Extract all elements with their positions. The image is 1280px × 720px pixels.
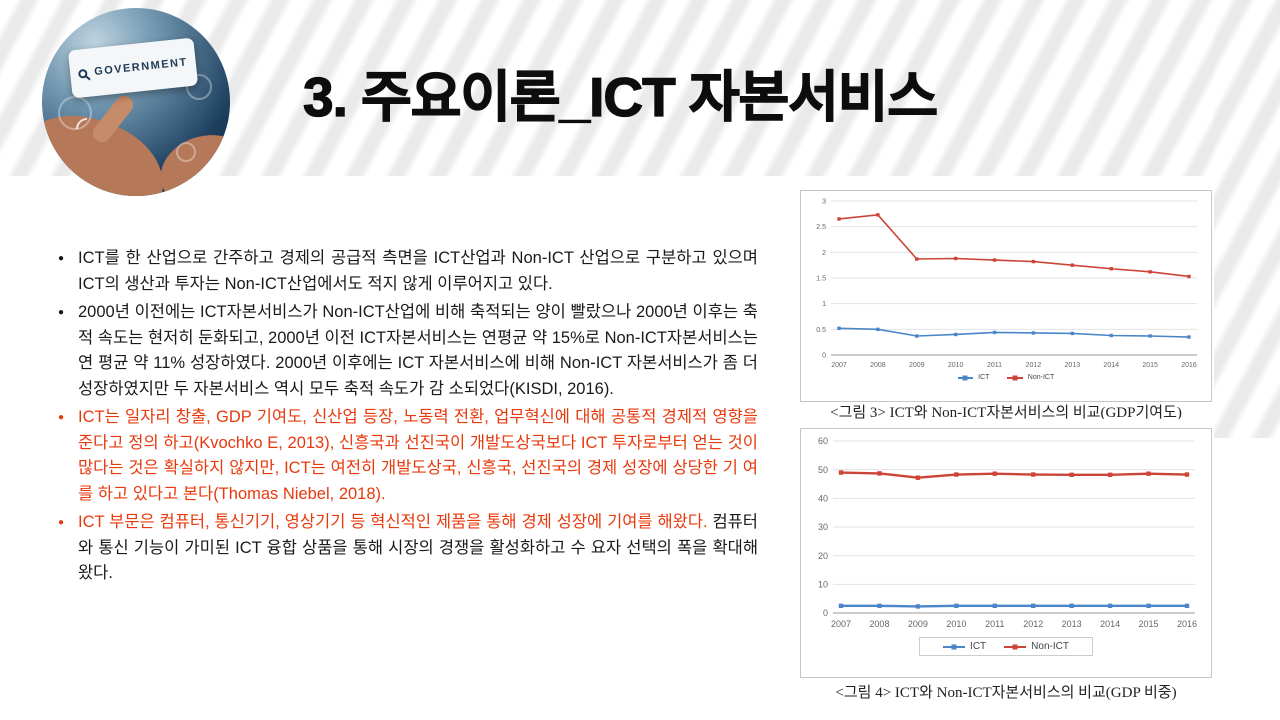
bullet-item: ● ICT를 한 산업으로 간주하고 경제의 공급적 측면을 ICT산업과 Non… xyxy=(58,246,758,297)
chart-canvas: 0 10 20 30 40 50 60 2007 2008 2009 2010 2011 2012 201… xyxy=(818,436,1197,629)
svg-text:2016: 2016 xyxy=(1177,619,1197,629)
circle-decoration xyxy=(186,74,212,100)
bullet-text: ICT를 한 산업으로 간주하고 경제의 공급적 측면을 ICT산업과 Non-… xyxy=(78,246,758,297)
bullet-marker: ● xyxy=(58,517,65,528)
svg-text:2009: 2009 xyxy=(908,619,928,629)
svg-text:2011: 2011 xyxy=(985,619,1004,629)
svg-text:3: 3 xyxy=(822,198,826,205)
svg-text:2007: 2007 xyxy=(831,362,847,369)
bullet-text-segment: ICT는 일자리 창출, GDP 기여도, 신산업 등장, 노동력 전환, 업무… xyxy=(78,408,758,503)
legend-item-ict: ICT xyxy=(943,641,986,652)
legend-item-ict: ICT xyxy=(957,374,989,381)
svg-text:2015: 2015 xyxy=(1139,619,1159,629)
bullet-text: 2000년 이전에는 ICT자본서비스가 Non-ICT산업에 비해 축적되는 … xyxy=(78,300,758,402)
svg-text:1: 1 xyxy=(822,301,826,308)
chart-caption-2: <그림 4> ICT와 Non-ICT자본서비스의 비교(GDP 비중) xyxy=(835,685,1177,701)
svg-text:2011: 2011 xyxy=(987,362,1002,369)
svg-text:60: 60 xyxy=(818,436,828,446)
page-title: 3. 주요이론_ICT 자본서비스 xyxy=(302,65,938,128)
svg-text:2009: 2009 xyxy=(909,362,925,369)
chart-caption-1: <그림 3> ICT와 Non-ICT자본서비스의 비교(GDP기여도) xyxy=(830,405,1182,419)
circle-decoration xyxy=(176,142,196,162)
svg-text:2014: 2014 xyxy=(1103,362,1119,369)
svg-text:2010: 2010 xyxy=(948,362,964,369)
bullet-item: ● ICT는 일자리 창출, GDP 기여도, 신산업 등장, 노동력 전환, 업… xyxy=(58,405,758,507)
chart-figure-2: 0 10 20 30 40 50 60 2007 2008 2009 2010 2011 2012 201… xyxy=(800,428,1212,678)
svg-text:50: 50 xyxy=(818,465,828,475)
svg-text:2012: 2012 xyxy=(1023,619,1043,629)
svg-text:2007: 2007 xyxy=(831,619,851,629)
legend-item-non-ict: Non-ICT xyxy=(1007,374,1054,381)
chart-canvas: 0 0.5 1 1.5 2 2.5 3 2007 2008 2009 2010 2011 2012 201… xyxy=(816,198,1197,369)
svg-text:0.5: 0.5 xyxy=(816,327,826,334)
bullet-marker: ● xyxy=(58,253,65,264)
bullet-text: ICT 부문은 컴퓨터, 통신기기, 영상기기 등 혁신적인 제품을 통해 경제… xyxy=(78,510,758,587)
bullet-marker: ● xyxy=(58,412,65,423)
bullet-text-segment: 컴퓨터 와 통신 기능이 가미된 ICT 융합 상품을 통해 시장의 경쟁을 활… xyxy=(78,513,758,582)
svg-text:30: 30 xyxy=(818,522,828,532)
magnifier-icon xyxy=(77,68,88,79)
svg-text:2016: 2016 xyxy=(1181,362,1197,369)
svg-text:2008: 2008 xyxy=(869,619,889,629)
svg-text:1.5: 1.5 xyxy=(816,275,826,282)
bullet-item: ● ICT 부문은 컴퓨터, 통신기기, 영상기기 등 혁신적인 제품을 통해 경… xyxy=(58,510,758,587)
svg-text:2013: 2013 xyxy=(1065,362,1081,369)
legend-item-non-ict: Non-ICT xyxy=(1004,641,1069,652)
bullet-marker: ● xyxy=(58,307,65,318)
chart-legend: ICT Non-ICT xyxy=(949,374,1064,381)
svg-text:2014: 2014 xyxy=(1100,619,1120,629)
background-stripes-right xyxy=(1214,0,1280,438)
svg-text:2010: 2010 xyxy=(946,619,966,629)
bullet-text: ICT는 일자리 창출, GDP 기여도, 신산업 등장, 노동력 전환, 업무… xyxy=(78,405,758,507)
chart-figure-1: 0 0.5 1 1.5 2 2.5 3 2007 2008 2009 2010 2011 2012 201… xyxy=(800,190,1212,402)
government-label: GOVERNMENT xyxy=(93,56,189,79)
bullet-list: ● ICT를 한 산업으로 간주하고 경제의 공급적 측면을 ICT산업과 Non… xyxy=(58,246,758,590)
bullet-text-segment: ICT를 한 산업으로 간주하고 경제의 공급적 측면을 ICT산업과 Non-… xyxy=(78,249,758,293)
svg-text:2.5: 2.5 xyxy=(816,224,826,231)
svg-text:20: 20 xyxy=(818,551,828,561)
svg-text:0: 0 xyxy=(822,352,826,359)
tablet: GOVERNMENT xyxy=(67,37,199,99)
svg-text:0: 0 xyxy=(823,608,828,618)
svg-text:2012: 2012 xyxy=(1026,362,1042,369)
chart-legend: ICT Non-ICT xyxy=(919,637,1093,656)
svg-text:2013: 2013 xyxy=(1062,619,1082,629)
bullet-text-segment: ICT 부문은 컴퓨터, 통신기기, 영상기기 등 혁신적인 제품을 통해 경제… xyxy=(78,513,708,531)
bullet-item: ● 2000년 이전에는 ICT자본서비스가 Non-ICT산업에 비해 축적되는… xyxy=(58,300,758,402)
header-photo: GOVERNMENT xyxy=(42,8,230,196)
svg-text:2008: 2008 xyxy=(870,362,886,369)
svg-text:2: 2 xyxy=(822,250,826,257)
svg-text:40: 40 xyxy=(818,493,828,503)
svg-text:2015: 2015 xyxy=(1142,362,1158,369)
svg-text:10: 10 xyxy=(818,579,828,589)
bullet-text-segment: 2000년 이전에는 ICT자본서비스가 Non-ICT산업에 비해 축적되는 … xyxy=(78,303,758,398)
